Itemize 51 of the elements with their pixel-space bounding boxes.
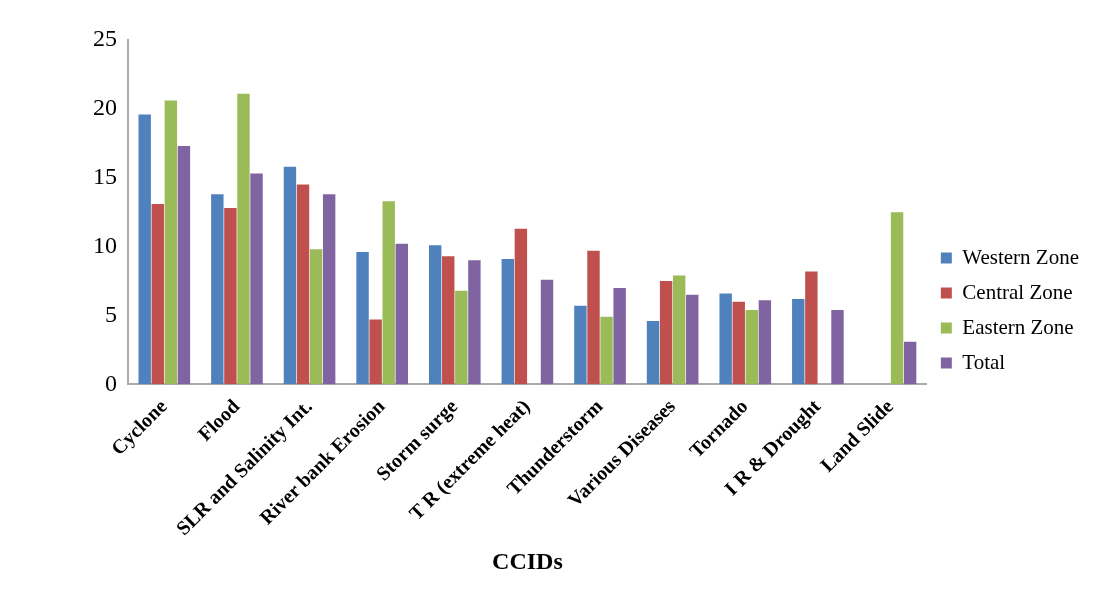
bar: [501, 258, 515, 385]
legend-label: Central Zone: [962, 279, 1073, 304]
x-axis-title: CCIDs: [492, 547, 563, 574]
bar: [540, 279, 554, 385]
bar: [732, 301, 745, 385]
bar: [211, 194, 224, 385]
legend-label: Western Zone: [962, 244, 1080, 269]
y-tick-label: 5: [105, 300, 117, 327]
bar: [587, 250, 600, 385]
bar: [831, 309, 844, 385]
bar: [659, 281, 673, 385]
bar: [613, 287, 626, 385]
bar: [224, 208, 237, 385]
bar: [468, 260, 481, 385]
bar: [455, 290, 468, 385]
bar: [686, 294, 699, 385]
bar: [138, 114, 151, 385]
bar: [758, 300, 772, 385]
bar: [283, 166, 297, 385]
bar: [805, 271, 818, 385]
bar: [600, 316, 613, 385]
y-tick-label: 15: [93, 163, 117, 190]
bar: [164, 100, 178, 385]
bar: [514, 228, 528, 385]
bar: [237, 93, 250, 385]
bar: [574, 305, 587, 385]
legend-label: Eastern Zone: [962, 314, 1074, 339]
y-tick-label: 25: [93, 25, 117, 52]
legend-label: Total: [962, 349, 1006, 374]
y-tick-label: 10: [93, 231, 117, 258]
bar: [177, 146, 191, 385]
bar: [369, 319, 382, 385]
bar: [151, 203, 164, 385]
bar: [745, 309, 759, 385]
bar: [296, 184, 310, 385]
bar: [792, 298, 805, 385]
bar: [719, 293, 732, 385]
bar: [322, 194, 336, 385]
bar: [382, 201, 395, 385]
y-tick-label: 20: [93, 94, 117, 121]
bar: [395, 243, 408, 385]
bar: [428, 245, 442, 385]
bar: [646, 320, 660, 385]
y-tick-label: 0: [105, 369, 117, 396]
bar: [672, 275, 686, 385]
bar: [442, 256, 455, 385]
bar: [309, 249, 323, 385]
bar: [356, 252, 369, 385]
bar: [250, 173, 263, 385]
bar: [903, 341, 917, 385]
bar: [890, 212, 904, 385]
